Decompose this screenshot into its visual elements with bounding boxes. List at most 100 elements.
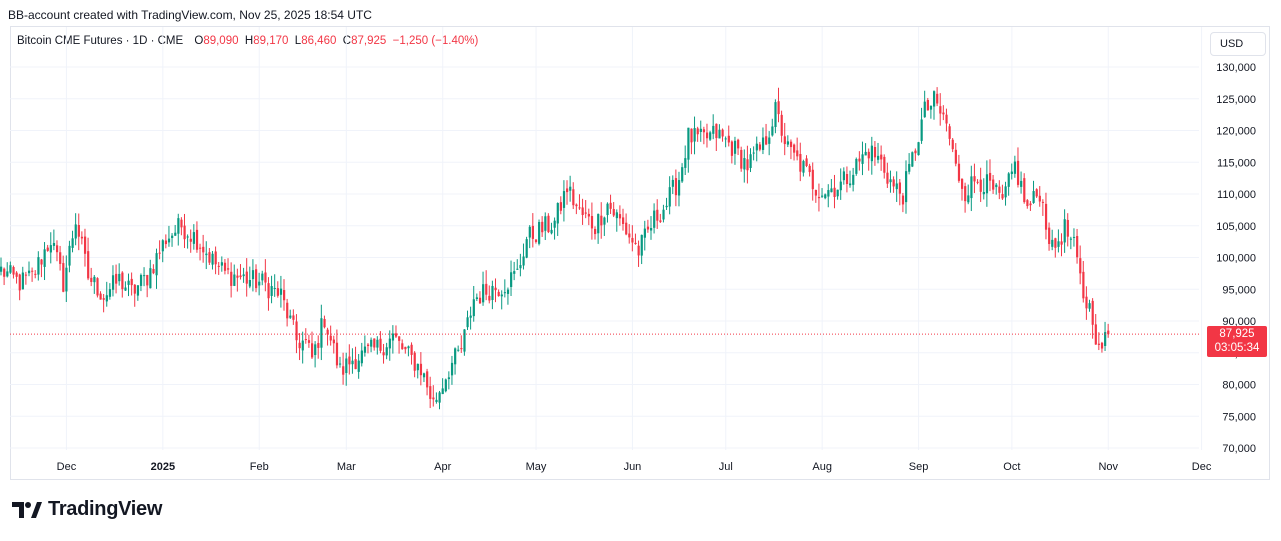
candle bbox=[985, 160, 989, 207]
candle bbox=[149, 259, 152, 289]
candle-body bbox=[96, 278, 99, 296]
candle-body bbox=[886, 172, 889, 184]
candle-body bbox=[155, 253, 158, 276]
candle-body bbox=[752, 152, 755, 154]
candle-body bbox=[746, 159, 749, 171]
candle-body bbox=[665, 205, 668, 208]
candle bbox=[441, 378, 444, 395]
candle bbox=[139, 273, 143, 292]
candle-body bbox=[105, 295, 108, 302]
candle bbox=[954, 143, 957, 167]
candle-body bbox=[432, 397, 435, 400]
candle bbox=[164, 234, 168, 249]
candle bbox=[71, 230, 74, 253]
candle bbox=[693, 116, 696, 155]
y-tick-label: 125,000 bbox=[1216, 94, 1256, 106]
candle bbox=[796, 137, 799, 161]
candle bbox=[749, 148, 752, 173]
candle-body bbox=[979, 179, 982, 192]
candle-body bbox=[873, 146, 877, 158]
candle bbox=[637, 240, 640, 267]
candle bbox=[920, 107, 923, 144]
candle-body bbox=[3, 268, 6, 277]
candle-body bbox=[59, 252, 62, 264]
candle-body bbox=[283, 290, 286, 301]
candle bbox=[622, 208, 625, 231]
y-tick-label: 105,000 bbox=[1216, 221, 1256, 233]
candle-body bbox=[1023, 178, 1026, 203]
candle-body bbox=[1029, 203, 1032, 206]
candle bbox=[12, 265, 15, 279]
candle-body bbox=[587, 213, 590, 217]
candle-body bbox=[998, 186, 1001, 193]
candle-body bbox=[27, 270, 31, 274]
candle-body bbox=[992, 179, 995, 190]
candle bbox=[475, 293, 479, 302]
candle-body bbox=[544, 216, 547, 231]
chart-frame[interactable] bbox=[10, 26, 1270, 480]
candle-body bbox=[967, 195, 970, 203]
candle-body bbox=[1100, 342, 1104, 349]
candle-body bbox=[982, 191, 985, 195]
candle-body bbox=[345, 358, 348, 373]
candle bbox=[709, 130, 712, 141]
candle-body bbox=[1004, 186, 1007, 198]
candles bbox=[0, 87, 1110, 410]
symbol-title[interactable]: Bitcoin CME Futures · 1D · CME bbox=[17, 35, 184, 47]
candle bbox=[236, 268, 239, 292]
candle bbox=[357, 353, 360, 379]
candle bbox=[634, 233, 637, 245]
candle-body bbox=[612, 209, 615, 216]
candle bbox=[404, 346, 407, 354]
x-axis[interactable]: Dec 2025 Feb Mar Apr May Jun Jul Aug Sep Oct Nov Dec bbox=[57, 461, 1212, 473]
candle bbox=[267, 277, 270, 311]
candle-body bbox=[87, 251, 90, 279]
candle-body bbox=[199, 247, 202, 249]
candle bbox=[422, 372, 426, 383]
candle-body bbox=[1107, 330, 1110, 335]
candle-body bbox=[401, 343, 404, 350]
candle bbox=[419, 352, 423, 386]
candle bbox=[416, 363, 419, 379]
candle bbox=[976, 179, 979, 185]
currency-selector[interactable]: USD bbox=[1210, 32, 1266, 56]
candle bbox=[696, 126, 699, 142]
candle bbox=[789, 139, 793, 160]
candle-body bbox=[724, 138, 727, 140]
candle-body bbox=[161, 240, 164, 252]
candle bbox=[432, 385, 435, 407]
candle-body bbox=[488, 295, 491, 301]
y-axis[interactable]: 70,00075,00080,00085,00090,00095,000100,… bbox=[1216, 62, 1256, 455]
candle-body bbox=[945, 114, 948, 124]
tradingview-logo[interactable]: TradingView bbox=[12, 498, 162, 521]
candle-body bbox=[469, 315, 472, 318]
candle-body bbox=[1063, 219, 1066, 243]
candle-body bbox=[475, 297, 479, 300]
candle bbox=[90, 267, 93, 287]
candle-body bbox=[485, 283, 488, 295]
candle bbox=[342, 352, 345, 385]
candle bbox=[534, 239, 538, 244]
candle bbox=[575, 203, 578, 215]
candle bbox=[926, 97, 929, 111]
candle bbox=[817, 183, 821, 212]
candle-body bbox=[817, 196, 821, 199]
candle-body bbox=[136, 285, 140, 296]
candle-body bbox=[429, 386, 432, 399]
candle-body bbox=[174, 232, 177, 236]
candle bbox=[314, 341, 317, 368]
candle-body bbox=[777, 101, 780, 115]
candle-body bbox=[659, 220, 662, 222]
candle bbox=[833, 174, 836, 209]
candle bbox=[547, 213, 550, 234]
candle bbox=[382, 343, 385, 364]
candle bbox=[68, 240, 71, 273]
candle bbox=[908, 153, 911, 175]
x-tick-label: Dec bbox=[1192, 461, 1212, 473]
candle bbox=[410, 342, 413, 365]
candle-body bbox=[376, 339, 379, 348]
low-value: 86,460 bbox=[301, 35, 337, 47]
candle-body bbox=[1082, 271, 1085, 299]
candle bbox=[177, 213, 180, 246]
